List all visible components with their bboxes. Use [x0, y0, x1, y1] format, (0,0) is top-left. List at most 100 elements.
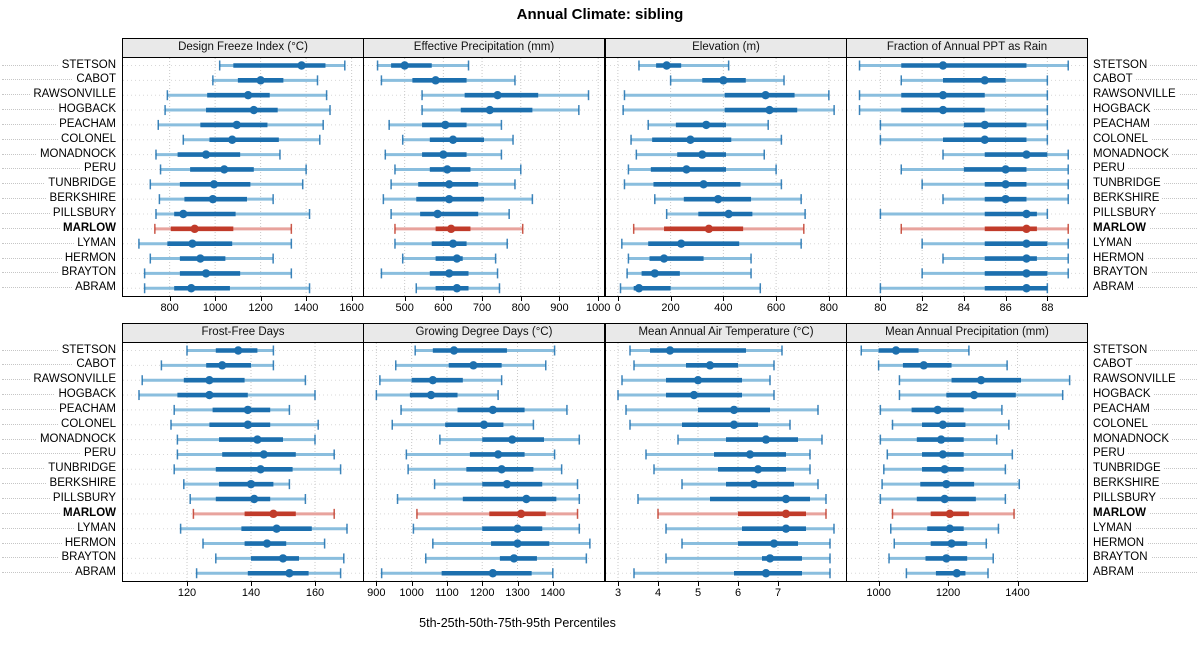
- series-lyman: [179, 523, 348, 534]
- series-marlow: [632, 223, 805, 234]
- series-tunbridge: [623, 179, 783, 190]
- axis-tick: [617, 297, 619, 301]
- site-label-left-hermon: HERMON: [61, 536, 119, 549]
- row-guide-line: [2, 257, 118, 259]
- axis-tick-label: 800: [160, 302, 179, 314]
- row-guide-line: [1091, 168, 1197, 170]
- site-label-right-peru: PERU: [1090, 447, 1128, 460]
- series-hermon: [893, 538, 988, 549]
- axis-tick: [1047, 297, 1049, 301]
- axis-tick: [315, 582, 316, 586]
- site-label-right-cabot: CABOT: [1090, 358, 1136, 371]
- series-hermon: [401, 253, 497, 264]
- series-berkshire: [382, 194, 534, 205]
- site-label-left-tunbridge: TUNBRIDGE: [45, 177, 119, 190]
- axis-tick-label: 1300: [505, 587, 530, 599]
- panel-header: Fraction of Annual PPT as Rain: [847, 39, 1087, 58]
- axis-tick: [948, 582, 950, 586]
- axis-tick: [670, 297, 672, 301]
- panel-mean-annual-precipitation: Mean Annual Precipitation (mm): [846, 323, 1088, 582]
- series-rawsonville: [166, 90, 328, 101]
- series-stetson: [376, 60, 470, 71]
- series-hogback: [421, 105, 580, 116]
- axis-tick-label: 7: [774, 587, 782, 599]
- site-label-left-colonel: COLONEL: [58, 417, 119, 430]
- axis-tick-label: 600: [766, 302, 786, 314]
- axis-tick: [376, 582, 378, 586]
- panel-plot: [364, 343, 604, 582]
- series-monadnock: [879, 434, 998, 445]
- axis-tick-label: 4: [654, 587, 662, 599]
- site-label-left-cabot: CABOT: [73, 73, 119, 86]
- axis-tick: [776, 297, 778, 301]
- series-cabot: [380, 75, 516, 86]
- series-tunbridge: [883, 464, 1007, 475]
- series-brayton: [425, 553, 588, 564]
- axis-tick: [963, 297, 965, 301]
- axis-tick-label: 1400: [540, 587, 566, 599]
- site-label-left-monadnock: MONADNOCK: [36, 432, 119, 445]
- site-label-left-cabot: CABOT: [73, 358, 119, 371]
- site-labels-right-row2: STETSON CABOT RAWSONVILLE HOGBACK PEACHAM COL…: [1089, 342, 1199, 581]
- axis-tick: [446, 582, 448, 586]
- site-label-right-peru: PERU: [1090, 162, 1128, 175]
- panel-title: Fraction of Annual PPT as Rain: [886, 41, 1048, 53]
- site-label-right-brayton: BRAYTON: [1090, 551, 1151, 564]
- site-label-left-marlow: MARLOW: [59, 221, 119, 234]
- series-marlow: [900, 223, 1069, 234]
- site-label-left-hogback: HOGBACK: [55, 388, 119, 401]
- series-stetson: [629, 345, 783, 356]
- panel-title: Effective Precipitation (mm): [413, 41, 555, 53]
- series-lyman: [138, 238, 293, 249]
- axis-tick: [922, 297, 924, 301]
- series-berkshire: [881, 479, 1021, 490]
- axis-tick-label: 3: [614, 587, 622, 599]
- panel-frost-free-days: Frost-Free Days: [122, 323, 364, 582]
- site-label-left-rawsonville: RAWSONVILLE: [30, 88, 119, 101]
- row-guide-line: [2, 242, 118, 244]
- series-cabot: [669, 75, 785, 86]
- axis-tick: [411, 582, 413, 586]
- axis-tick: [698, 582, 699, 586]
- row-guide-line: [1091, 287, 1197, 289]
- series-peacham: [647, 119, 769, 130]
- panel-header: Effective Precipitation (mm): [364, 39, 604, 58]
- site-label-left-brayton: BRAYTON: [58, 551, 119, 564]
- series-hogback: [138, 390, 316, 401]
- axis-tick: [517, 582, 519, 586]
- row-guide-line: [2, 79, 118, 81]
- series-brayton: [215, 553, 345, 564]
- series-peacham: [173, 404, 291, 415]
- series-lyman: [394, 238, 508, 249]
- axis-tick: [1017, 582, 1019, 586]
- series-colonel: [629, 419, 791, 430]
- series-tunbridge: [921, 179, 1069, 190]
- row-guide-line: [2, 453, 118, 455]
- site-label-left-lyman: LYMAN: [74, 236, 119, 249]
- series-peacham: [879, 404, 1003, 415]
- series-hogback: [858, 105, 1049, 116]
- series-abram: [143, 283, 311, 294]
- series-hermon: [942, 253, 1069, 264]
- axis-elevation: 0 200 400 600 800: [605, 297, 847, 323]
- axis-fraction-ppt-rain: 80 82 84 86 88: [846, 297, 1088, 323]
- series-rawsonville: [141, 375, 307, 386]
- site-labels-left-row1: STETSON CABOT RAWSONVILLE HOGBACK PEACHAM COL…: [0, 57, 120, 296]
- axis-tick-label: 200: [661, 302, 680, 314]
- site-label-right-rawsonville: RAWSONVILLE: [1090, 88, 1179, 101]
- panel-title: Elevation (m): [692, 41, 760, 53]
- series-stetson: [860, 345, 970, 356]
- axis-tick: [738, 582, 739, 586]
- panel-title: Frost-Free Days: [201, 326, 285, 338]
- axis-tick: [351, 297, 353, 301]
- axis-tick-label: 500: [395, 302, 414, 314]
- axis-tick: [880, 297, 882, 301]
- series-brayton: [380, 268, 499, 279]
- axis-tick: [723, 297, 725, 301]
- series-abram: [619, 283, 762, 294]
- series-monadnock: [635, 149, 765, 160]
- axis-tick-label: 88: [1041, 302, 1054, 314]
- series-colonel: [630, 134, 783, 145]
- series-peru: [627, 164, 777, 175]
- axis-frost-free-days: 120 140 160: [122, 582, 364, 608]
